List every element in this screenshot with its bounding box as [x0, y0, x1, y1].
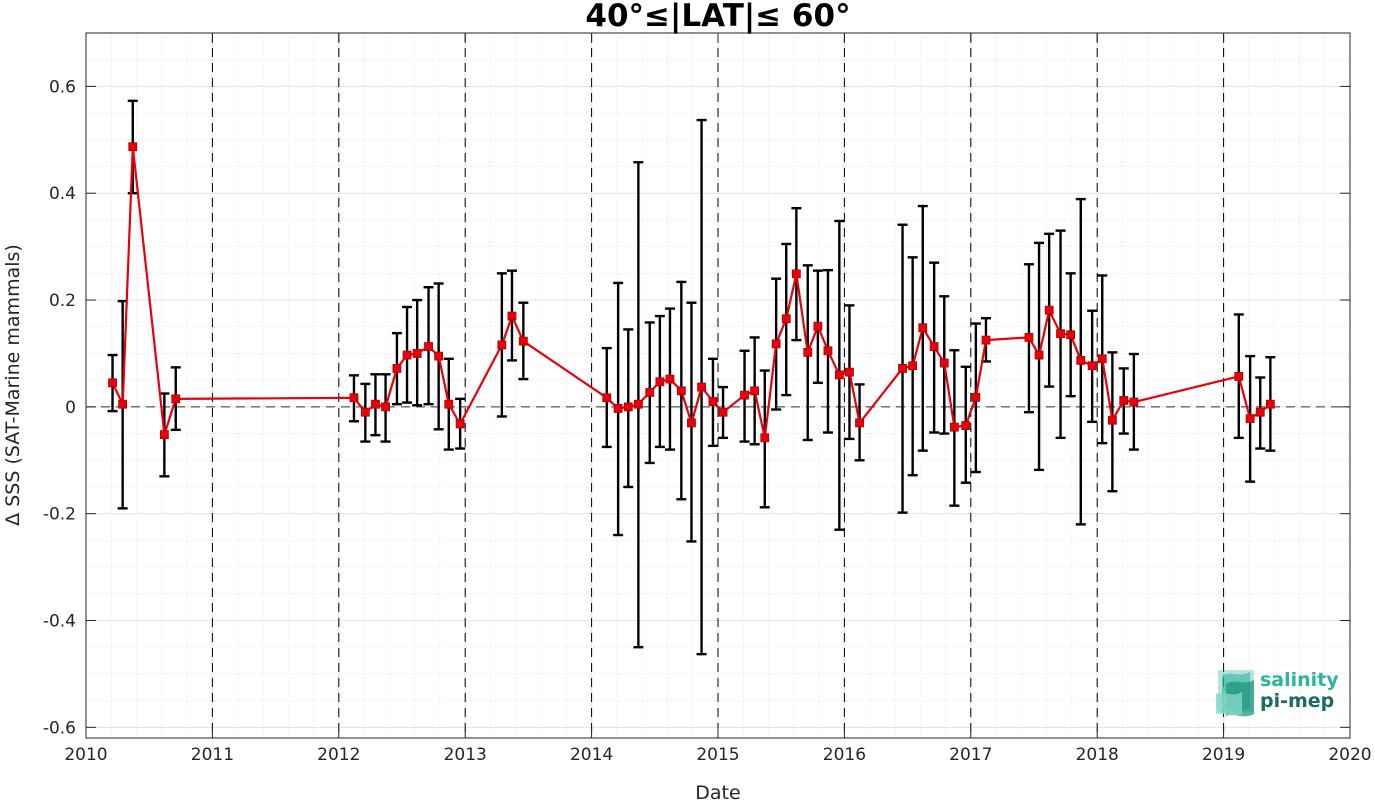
data-point-marker — [1234, 372, 1244, 381]
data-point-marker — [803, 347, 813, 357]
data-point-marker — [834, 370, 844, 380]
data-point-marker — [128, 142, 138, 152]
x-tick-label: 2016 — [823, 745, 866, 765]
data-point-marker — [424, 342, 433, 351]
error-bars — [107, 99, 1276, 656]
data-point-marker — [687, 418, 696, 428]
data-point-marker — [402, 350, 412, 360]
wave-logo-icon — [1216, 670, 1254, 717]
data-point-marker — [971, 392, 981, 402]
data-point-marker — [381, 402, 390, 412]
data-point-marker — [412, 349, 422, 358]
x-axis-label: Date — [695, 782, 740, 801]
logo-text-line1: salinity — [1260, 669, 1339, 691]
data-point-marker — [929, 342, 939, 351]
data-point-marker — [392, 364, 402, 373]
data-point-marker — [781, 314, 791, 324]
data-point-marker — [623, 402, 633, 412]
data-point-marker — [645, 388, 655, 397]
data-point-marker — [159, 430, 169, 440]
y-tick-label: -0.4 — [43, 612, 76, 632]
data-point-marker — [1056, 329, 1065, 339]
data-point-marker — [1097, 354, 1107, 364]
x-tick-label: 2019 — [1202, 745, 1245, 765]
y-tick-labels: 0.6 0.4 0.2 0 -0.2 -0.4 -0.6 — [43, 77, 76, 738]
data-point-marker — [518, 336, 528, 346]
data-point-marker — [1034, 350, 1044, 360]
data-point-marker — [760, 433, 770, 443]
logo: salinity pi-mep — [1216, 669, 1339, 717]
data-point-marker — [613, 404, 623, 413]
data-point-marker — [434, 351, 444, 361]
data-point-marker — [740, 390, 749, 400]
x-tick-label: 2017 — [949, 745, 992, 765]
data-point-marker — [697, 382, 706, 392]
data-point-marker — [981, 335, 991, 345]
y-tick-label: 0 — [65, 398, 76, 418]
data-point-marker — [1245, 414, 1255, 424]
data-point-marker — [1107, 415, 1117, 425]
y-tick-label: 0.6 — [49, 77, 76, 97]
data-point-marker — [823, 346, 833, 356]
y-axis-label: Δ SSS (SAT-Marine mammals) — [2, 244, 24, 526]
data-point-marker — [1255, 407, 1265, 417]
data-point-marker — [171, 394, 181, 404]
data-point-marker — [813, 321, 823, 331]
data-point-marker — [676, 386, 686, 396]
data-point-marker — [1044, 305, 1054, 315]
data-point-marker — [939, 358, 949, 368]
x-tick-label: 2013 — [444, 745, 487, 765]
y-tick-label: 0.4 — [49, 184, 76, 204]
chart-title: 40°≤|LAT|≤ 60° — [585, 0, 850, 34]
x-tick-label: 2011 — [191, 745, 234, 765]
data-point-marker — [371, 399, 380, 409]
x-tick-label: 2014 — [570, 745, 613, 765]
y-tick-label: 0.2 — [49, 291, 76, 311]
x-tick-label: 2015 — [696, 745, 739, 765]
data-point-marker — [633, 399, 643, 409]
data-point-marker — [349, 393, 359, 403]
y-tick-label: -0.6 — [43, 718, 76, 738]
x-tick-label: 2012 — [317, 745, 360, 765]
data-point-marker — [1119, 396, 1129, 405]
data-point-marker — [108, 378, 117, 388]
logo-text-line2: pi-mep — [1260, 690, 1334, 712]
data-point-marker — [444, 399, 454, 409]
data-point-marker — [118, 399, 128, 409]
data-point-marker — [845, 367, 854, 377]
data-point-marker — [655, 377, 665, 387]
data-point-marker — [750, 386, 760, 396]
x-tick-label: 2020 — [1328, 745, 1371, 765]
data-point-marker — [708, 397, 718, 406]
x-tick-label: 2018 — [1076, 745, 1119, 765]
data-point-marker — [961, 421, 971, 430]
data-point-marker — [771, 339, 781, 349]
data-point-marker — [908, 361, 918, 371]
data-point-marker — [1076, 355, 1086, 365]
x-tick-labels: 2010 2011 2012 2013 2014 2015 2016 2017 2018 2019… — [64, 745, 1371, 765]
axis-ticks — [85, 33, 1351, 738]
data-point-marker — [602, 393, 612, 403]
data-point-marker — [1265, 399, 1275, 409]
series-markers — [108, 142, 1275, 443]
data-point-marker — [507, 311, 517, 321]
year-separators — [211, 33, 1225, 738]
data-point-marker — [855, 418, 864, 428]
data-point-marker — [898, 364, 907, 373]
data-point-marker — [497, 340, 507, 350]
data-point-marker — [1087, 361, 1097, 371]
data-point-marker — [665, 374, 675, 384]
data-point-marker — [718, 407, 728, 417]
x-tick-label: 2010 — [64, 745, 107, 765]
data-point-marker — [1024, 333, 1034, 342]
data-point-marker — [949, 422, 959, 432]
data-point-marker — [455, 419, 465, 429]
data-point-marker — [918, 323, 928, 333]
data-point-marker — [791, 269, 801, 279]
data-point-marker — [1066, 330, 1076, 340]
data-point-marker — [1129, 397, 1139, 407]
y-tick-label: -0.2 — [43, 505, 76, 525]
data-point-marker — [360, 407, 370, 417]
